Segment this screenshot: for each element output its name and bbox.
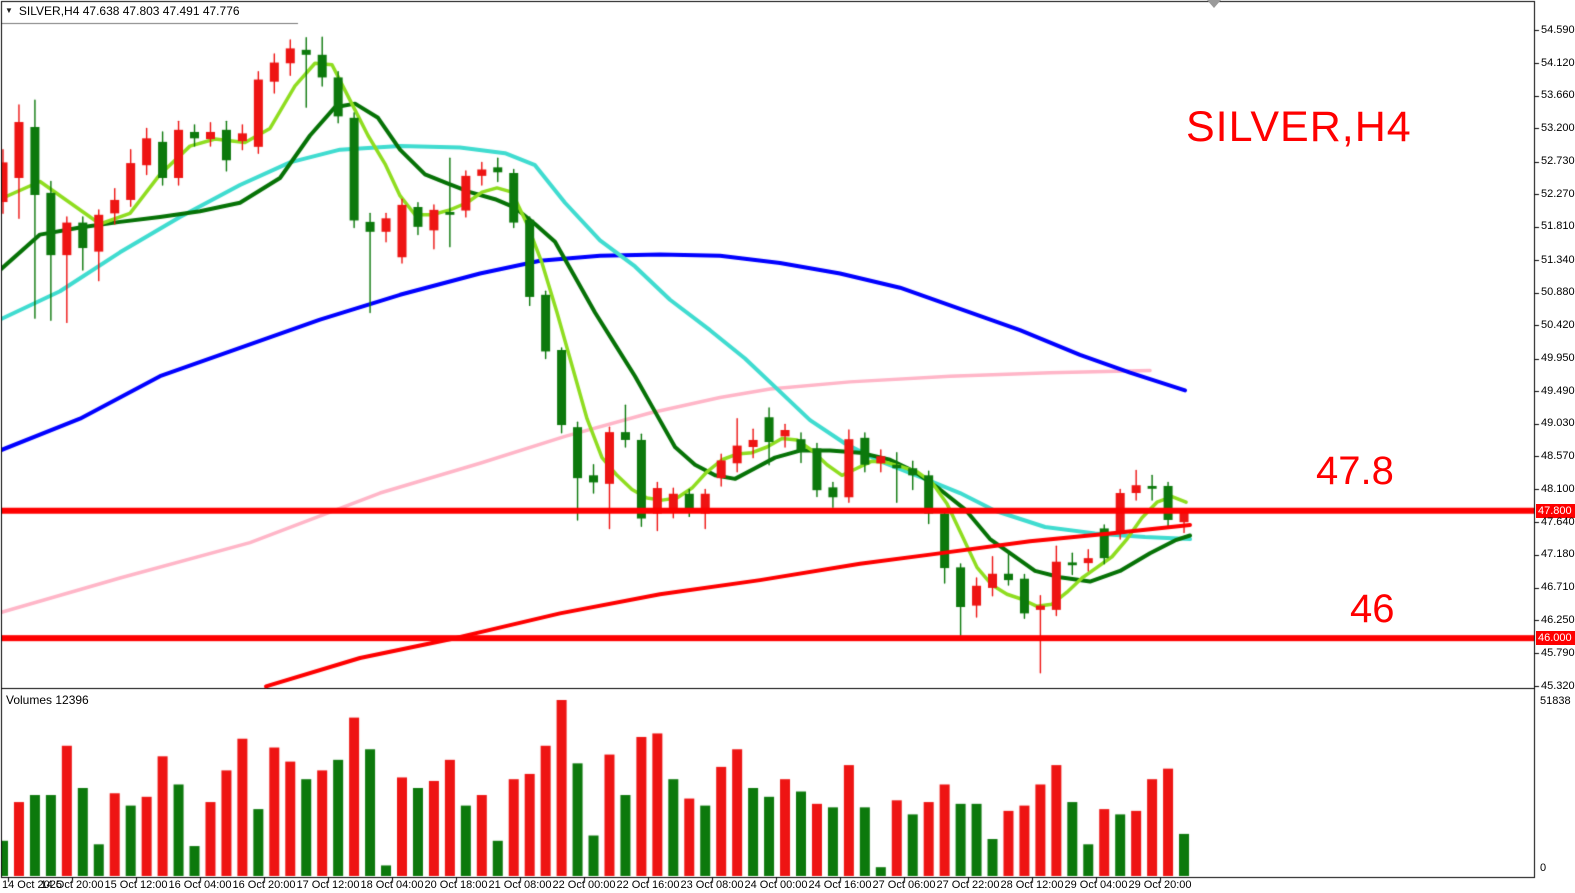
time-axis-label: 21 Oct 08:00 (488, 879, 552, 891)
support-annotation: 46 (1350, 587, 1395, 631)
time-axis-label: 22 Oct 00:00 (552, 879, 616, 891)
chart-title-bar: ▼ SILVER,H4 47.638 47.803 47.491 47.776 (5, 4, 240, 18)
time-axis-label: 16 Oct 04:00 (168, 879, 232, 891)
time-axis-label: 27 Oct 06:00 (872, 879, 936, 891)
price-axis-label: 49.030 (1541, 417, 1575, 430)
price-axis-label: 52.730 (1541, 155, 1575, 168)
price-axis-label: 53.200 (1541, 121, 1575, 134)
time-axis-label: 23 Oct 08:00 (680, 879, 744, 891)
chart-title-ohlc: SILVER,H4 47.638 47.803 47.491 47.776 (18, 4, 240, 18)
price-axis-label: 47.180 (1541, 548, 1575, 561)
time-axis-label: 14 Oct 20:00 (40, 879, 104, 891)
price-axis-label: 45.790 (1541, 646, 1575, 659)
price-axis-label: 53.660 (1541, 89, 1575, 102)
chart-dropdown-icon[interactable]: ▼ (5, 6, 13, 15)
time-axis-label: 14 Oct 2025 (2, 879, 62, 891)
time-axis-label: 29 Oct 04:00 (1064, 879, 1128, 891)
price-axis-label: 54.590 (1541, 23, 1575, 36)
price-tag-support: 46.000 (1536, 631, 1575, 645)
time-axis-label: 29 Oct 20:00 (1128, 879, 1192, 891)
price-axis-label: 46.250 (1541, 613, 1575, 626)
price-tag-resistance: 47.800 (1536, 504, 1575, 518)
volume-axis-zero-label: 0 (1540, 862, 1547, 874)
time-axis-label: 24 Oct 16:00 (808, 879, 872, 891)
price-axis-label: 51.810 (1541, 220, 1575, 233)
chart-shift-marker-icon[interactable] (1207, 0, 1221, 8)
time-axis-label: 15 Oct 12:00 (104, 879, 168, 891)
price-axis-label: 51.340 (1541, 253, 1575, 266)
price-axis-label: 54.120 (1541, 56, 1575, 69)
price-axis-label: 49.490 (1541, 384, 1575, 397)
price-axis-label: 52.270 (1541, 187, 1575, 200)
volume-axis-max-label: 51838 (1540, 695, 1571, 707)
price-axis-label: 50.420 (1541, 318, 1575, 331)
resistance-annotation: 47.8 (1316, 449, 1394, 493)
price-axis-label: 46.710 (1541, 581, 1575, 594)
time-axis-label: 22 Oct 16:00 (616, 879, 680, 891)
time-axis-label: 18 Oct 04:00 (360, 879, 424, 891)
price-axis-label: 50.880 (1541, 286, 1575, 299)
symbol-annotation: SILVER,H4 (1186, 103, 1412, 151)
time-axis-label: 20 Oct 18:00 (424, 879, 488, 891)
price-axis-label: 49.950 (1541, 352, 1575, 364)
price-axis-label: 48.100 (1541, 482, 1575, 495)
time-axis-label: 28 Oct 12:00 (1000, 879, 1064, 891)
price-axis-label: 47.640 (1541, 515, 1575, 528)
time-axis-label: 24 Oct 00:00 (744, 879, 808, 891)
price-axis-label: 48.570 (1541, 449, 1575, 462)
volumes-indicator-label: Volumes 12396 (6, 693, 89, 707)
time-axis-label: 17 Oct 12:00 (296, 879, 360, 891)
price-axis-label: 45.320 (1541, 679, 1575, 692)
time-axis-label: 16 Oct 20:00 (232, 879, 296, 891)
time-axis-label: 27 Oct 22:00 (936, 879, 1000, 891)
